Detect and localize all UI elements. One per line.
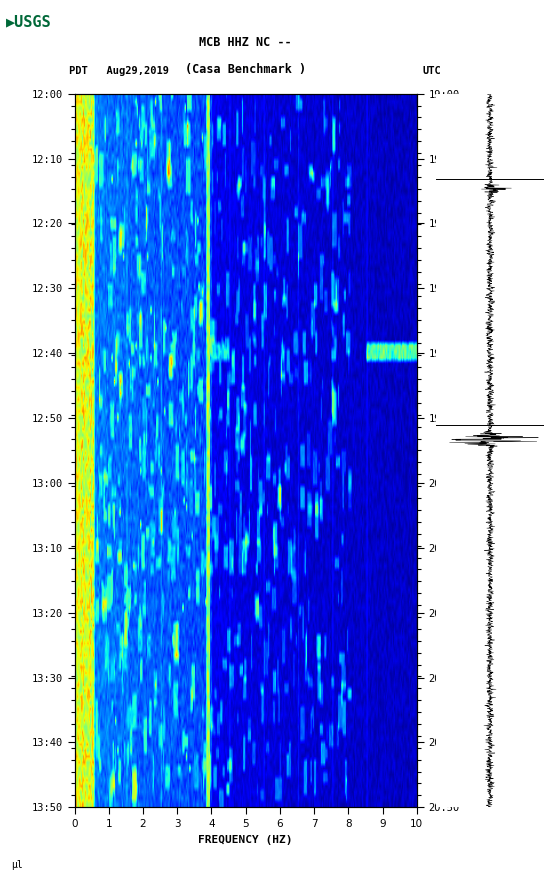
Text: μl: μl [11, 860, 23, 870]
Text: ▶USGS: ▶USGS [6, 15, 51, 29]
Text: (Casa Benchmark ): (Casa Benchmark ) [185, 62, 306, 76]
X-axis label: FREQUENCY (HZ): FREQUENCY (HZ) [198, 835, 293, 845]
Text: PDT   Aug29,2019: PDT Aug29,2019 [69, 66, 169, 76]
Text: MCB HHZ NC --: MCB HHZ NC -- [199, 36, 292, 49]
Text: UTC: UTC [422, 66, 441, 76]
